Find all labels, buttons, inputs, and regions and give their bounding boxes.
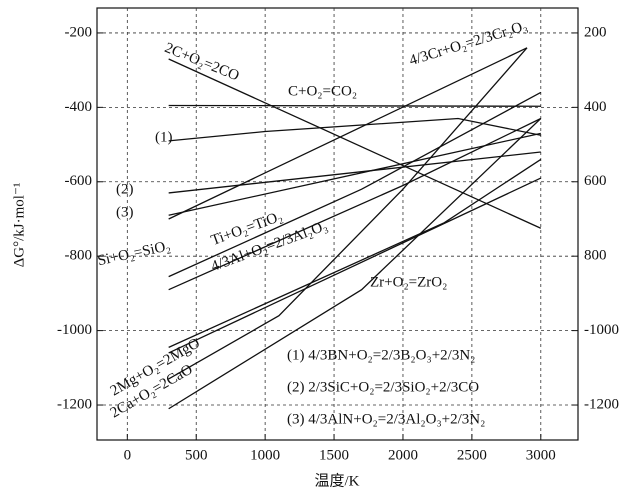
note: (2) 2/3SiC+O₂=2/3SiO₂+2/3CO [287,379,479,395]
y-tick-label: -400 [65,99,93,115]
series-label: (2) [116,181,134,197]
x-tick-label: 0 [124,447,132,463]
series-line [168,47,528,220]
y2-tick-label: -1200 [584,396,619,412]
x-tick-label: 1500 [319,447,349,463]
series-line [168,151,541,194]
x-tick-label: 1000 [250,447,280,463]
series-label: (3) [116,204,134,220]
series-label: (1) [155,129,173,145]
series-label: C+O₂=CO₂ [288,83,357,99]
series-label: Zr+O₂=ZrO₂ [370,274,447,290]
x-tick-label: 2500 [457,447,487,463]
x-tick-label: 3000 [526,447,556,463]
note: (1) 4/3BN+O₂=2/3B₂O₃+2/3N₂ [287,347,475,363]
x-axis-label: 温度/K [314,472,359,489]
series-line [168,104,541,107]
y-axis-label: ΔG°/kJ·mol⁻¹ [11,183,27,268]
series-line [168,47,528,380]
series-label: 4/3Cr+O₂=2/3Cr₂O₃ [407,18,529,69]
y2-tick-label: 600 [584,173,607,189]
series-line [168,91,542,278]
series-line [168,117,542,291]
y-tick-label: -600 [65,173,93,189]
note: (3) 4/3AlN+O₂=2/3Al₂O₃+2/3N₂ [287,411,485,427]
y-tick-label: -1200 [57,396,92,412]
series-line [168,117,541,142]
series-line [168,118,542,410]
y2-tick-label: -1000 [584,322,619,338]
y-tick-label: -800 [65,248,93,264]
y2-tick-label: 400 [584,99,607,115]
x-tick-label: 500 [185,447,208,463]
y2-tick-label: 200 [584,24,607,40]
series-label: 2C+O₂=2CO [162,40,241,84]
series-line [168,132,541,216]
y2-tick-label: 800 [584,248,607,264]
plot-frame [96,7,579,441]
series-label: Si+O₂=SiO₂ [96,238,172,269]
y-tick-label: -1000 [57,322,92,338]
y-tick-label: -200 [65,24,93,40]
series-line [168,177,542,354]
x-tick-label: 2000 [388,447,418,463]
